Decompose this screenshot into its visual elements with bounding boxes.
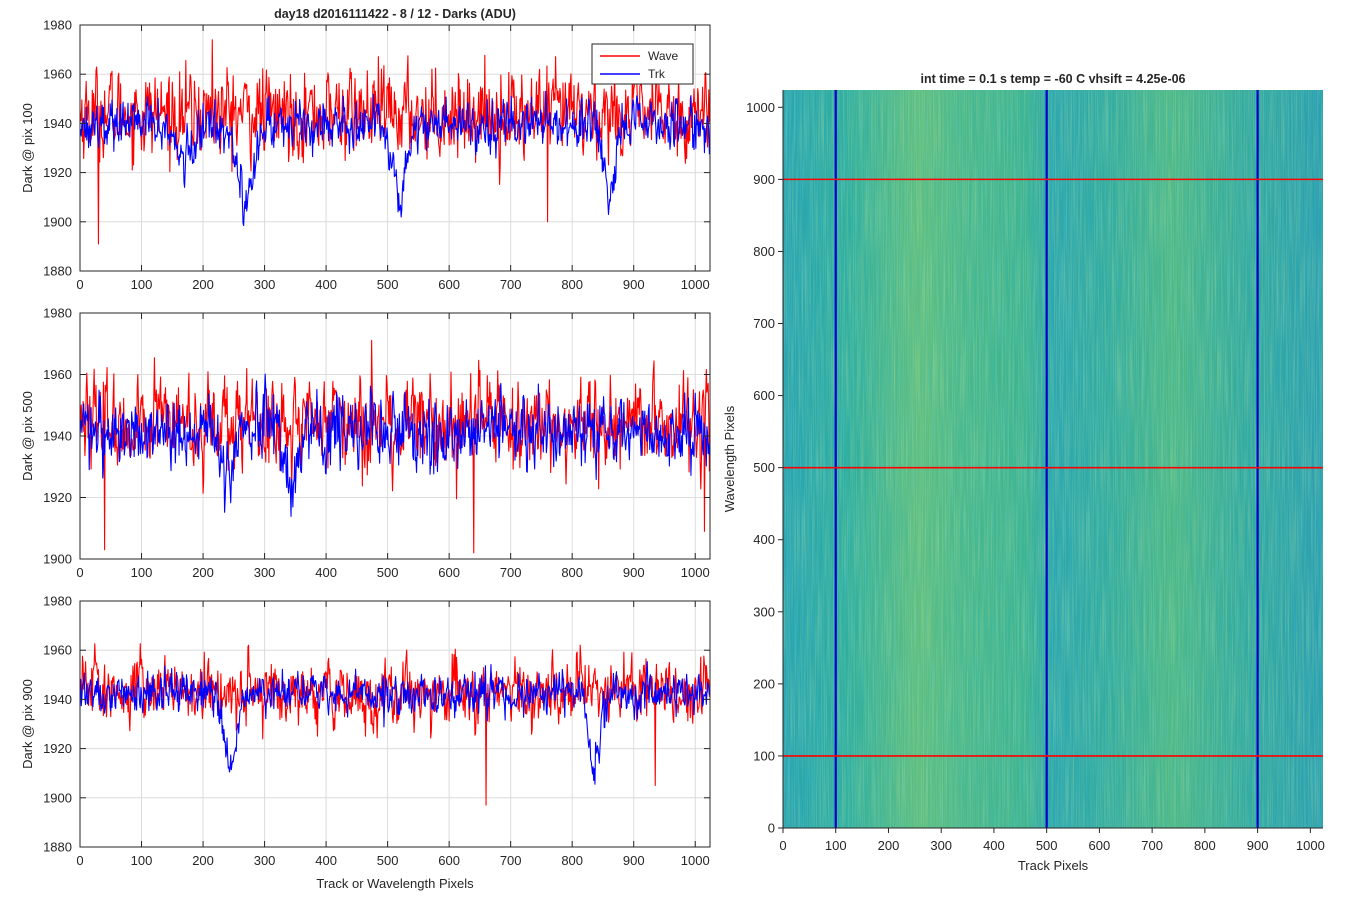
y-tick-label: 1960 bbox=[43, 367, 72, 382]
y-tick-label: 1980 bbox=[43, 594, 72, 609]
x-tick-label: 900 bbox=[623, 565, 645, 580]
y-tick-label: 1920 bbox=[43, 741, 72, 756]
x-tick-label: 700 bbox=[500, 853, 522, 868]
y-tick-label: 1880 bbox=[43, 264, 72, 279]
heatmap-x-tick-label: 500 bbox=[1036, 838, 1058, 853]
x-tick-label: 400 bbox=[315, 277, 337, 292]
heatmap-x-tick-label: 0 bbox=[779, 838, 786, 853]
axes-box bbox=[79, 600, 711, 848]
heatmap-x-tick-label: 600 bbox=[1089, 838, 1111, 853]
x-tick-label: 0 bbox=[76, 565, 83, 580]
y-tick-label: 1920 bbox=[43, 165, 72, 180]
x-tick-label: 1000 bbox=[681, 277, 710, 292]
heatmap-title: int time = 0.1 s temp = -60 C vhsift = 4… bbox=[920, 72, 1185, 86]
figure-title: day18 d2016111422 - 8 / 12 - Darks (ADU) bbox=[274, 7, 516, 21]
x-tick-label: 900 bbox=[623, 853, 645, 868]
heatmap-x-tick-label: 800 bbox=[1194, 838, 1216, 853]
plot-area bbox=[80, 601, 710, 847]
x-tick-label: 600 bbox=[438, 565, 460, 580]
plot-dark-pix-900: Dark @ pix 900 Track or Wavelength Pixel… bbox=[20, 594, 711, 891]
heatmap-noise-dark bbox=[783, 90, 1323, 828]
x-tick-label: 800 bbox=[561, 853, 583, 868]
x-tick-label: 600 bbox=[438, 853, 460, 868]
x-tick-label: 800 bbox=[561, 565, 583, 580]
heatmap-y-tick-label: 500 bbox=[753, 460, 775, 475]
heatmap-x-tick-label: 200 bbox=[878, 838, 900, 853]
plot-dark-pix-500: Dark @ pix 500 1900 1920 1940 1960 1980 0 100 2… bbox=[20, 306, 711, 580]
heatmap-y-tick-label: 800 bbox=[753, 244, 775, 259]
heatmap-y-tick-label: 900 bbox=[753, 172, 775, 187]
x-tick-label: 100 bbox=[131, 277, 153, 292]
y-tick-label: 1940 bbox=[43, 116, 72, 131]
legend-box bbox=[591, 43, 694, 85]
heatmap-y-tick-label: 100 bbox=[753, 748, 775, 763]
x-tick-label: 600 bbox=[438, 277, 460, 292]
x-tick-label: 200 bbox=[192, 853, 214, 868]
y-tick-label: 1960 bbox=[43, 643, 72, 658]
heatmap-x-tick-label: 900 bbox=[1247, 838, 1269, 853]
y-tick-label: 1980 bbox=[43, 306, 72, 321]
heatmap-darks: int time = 0.1 s temp = -60 C vhsift = 4… bbox=[722, 72, 1325, 873]
x-tick-label: 100 bbox=[131, 565, 153, 580]
y-axis-label-pix-100: Dark @ pix 100 bbox=[20, 103, 35, 193]
series-line-wave bbox=[80, 39, 710, 245]
plot-dark-pix-100: day18 d2016111422 - 8 / 12 - Darks (ADU)… bbox=[20, 7, 711, 292]
heatmap-x-tick-label: 700 bbox=[1141, 838, 1163, 853]
legend: Wave Trk bbox=[591, 43, 694, 85]
y-tick-label: 1980 bbox=[43, 18, 72, 33]
x-tick-label: 400 bbox=[315, 853, 337, 868]
x-tick-label: 900 bbox=[623, 277, 645, 292]
heatmap-x-tick-label: 300 bbox=[930, 838, 952, 853]
x-tick-label: 200 bbox=[192, 565, 214, 580]
y-axis-label-pix-900: Dark @ pix 900 bbox=[20, 679, 35, 769]
x-tick-label: 200 bbox=[192, 277, 214, 292]
axes-box bbox=[79, 24, 711, 272]
x-tick-label: 700 bbox=[500, 565, 522, 580]
x-tick-label: 1000 bbox=[681, 565, 710, 580]
heatmap-y-tick-label: 1000 bbox=[746, 100, 775, 115]
legend-label-wave: Wave bbox=[648, 49, 679, 63]
x-tick-label: 0 bbox=[76, 277, 83, 292]
x-tick-label: 700 bbox=[500, 277, 522, 292]
y-tick-label: 1900 bbox=[43, 214, 72, 229]
heatmap-y-tick-label: 600 bbox=[753, 388, 775, 403]
x-tick-label: 800 bbox=[561, 277, 583, 292]
y-tick-label: 1940 bbox=[43, 429, 72, 444]
x-tick-label: 500 bbox=[377, 853, 399, 868]
x-tick-label: 300 bbox=[254, 277, 276, 292]
heatmap-x-tick-label: 1000 bbox=[1296, 838, 1325, 853]
x-tick-label: 1000 bbox=[681, 853, 710, 868]
y-tick-label: 1960 bbox=[43, 67, 72, 82]
x-tick-label: 300 bbox=[254, 565, 276, 580]
x-axis-label-lines: Track or Wavelength Pixels bbox=[316, 876, 474, 891]
heatmap-y-tick-label: 0 bbox=[768, 821, 775, 836]
series-line-trk bbox=[80, 661, 710, 785]
y-tick-label: 1920 bbox=[43, 490, 72, 505]
x-tick-label: 100 bbox=[131, 853, 153, 868]
x-tick-label: 0 bbox=[76, 853, 83, 868]
legend-label-trk: Trk bbox=[648, 67, 666, 81]
x-tick-label: 300 bbox=[254, 853, 276, 868]
heatmap-y-tick-label: 200 bbox=[753, 676, 775, 691]
heatmap-x-axis-label: Track Pixels bbox=[1018, 858, 1089, 873]
heatmap-y-tick-label: 300 bbox=[753, 604, 775, 619]
series-line-trk bbox=[80, 90, 710, 227]
y-tick-label: 1900 bbox=[43, 790, 72, 805]
heatmap-y-tick-label: 700 bbox=[753, 316, 775, 331]
x-tick-label: 500 bbox=[377, 277, 399, 292]
series-line-trk bbox=[80, 373, 710, 517]
heatmap-y-axis-label: Wavelength Pixels bbox=[722, 405, 737, 512]
y-axis-label-pix-500: Dark @ pix 500 bbox=[20, 391, 35, 481]
y-tick-label: 1940 bbox=[43, 692, 72, 707]
y-tick-label: 1880 bbox=[43, 840, 72, 855]
heatmap-x-tick-label: 400 bbox=[983, 838, 1005, 853]
heatmap-y-tick-label: 400 bbox=[753, 532, 775, 547]
heatmap-x-tick-label: 100 bbox=[825, 838, 847, 853]
y-tick-label: 1900 bbox=[43, 552, 72, 567]
x-tick-label: 500 bbox=[377, 565, 399, 580]
x-tick-label: 400 bbox=[315, 565, 337, 580]
